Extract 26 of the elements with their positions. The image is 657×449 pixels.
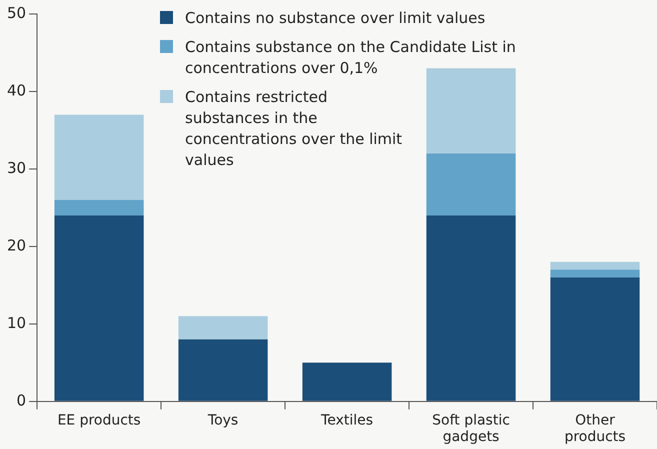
x-tick-label: Soft plastic gadgets xyxy=(432,412,510,446)
y-tick-label: 0 xyxy=(16,391,26,410)
legend-label: Contains restricted substances in the concentrations over the limit values xyxy=(185,87,404,171)
bar xyxy=(426,153,516,216)
x-tick-label: Toys xyxy=(206,412,238,428)
x-tick-label: EE products xyxy=(57,412,141,428)
y-tick-label: 20 xyxy=(6,236,26,254)
x-tick-label: Other products xyxy=(564,412,626,446)
bar xyxy=(54,114,144,200)
bar xyxy=(178,339,268,401)
bar xyxy=(426,215,516,401)
legend-label: Contains no substance over limit values xyxy=(185,8,486,29)
y-tick-label: 50 xyxy=(6,4,26,22)
y-tick-label: 40 xyxy=(6,81,26,100)
y-tick-label: 30 xyxy=(6,158,26,177)
bar xyxy=(54,215,144,401)
bar xyxy=(178,316,268,340)
bar xyxy=(54,200,144,216)
y-tick-label: 10 xyxy=(6,314,26,332)
bar xyxy=(550,277,640,401)
bar xyxy=(302,362,392,401)
bar xyxy=(550,270,640,278)
x-tick-label: Textiles xyxy=(320,412,374,428)
bar xyxy=(550,262,640,270)
bar xyxy=(426,68,516,154)
legend-label: Contains substance on the Candidate List in concentrations over 0,1% xyxy=(185,37,517,79)
